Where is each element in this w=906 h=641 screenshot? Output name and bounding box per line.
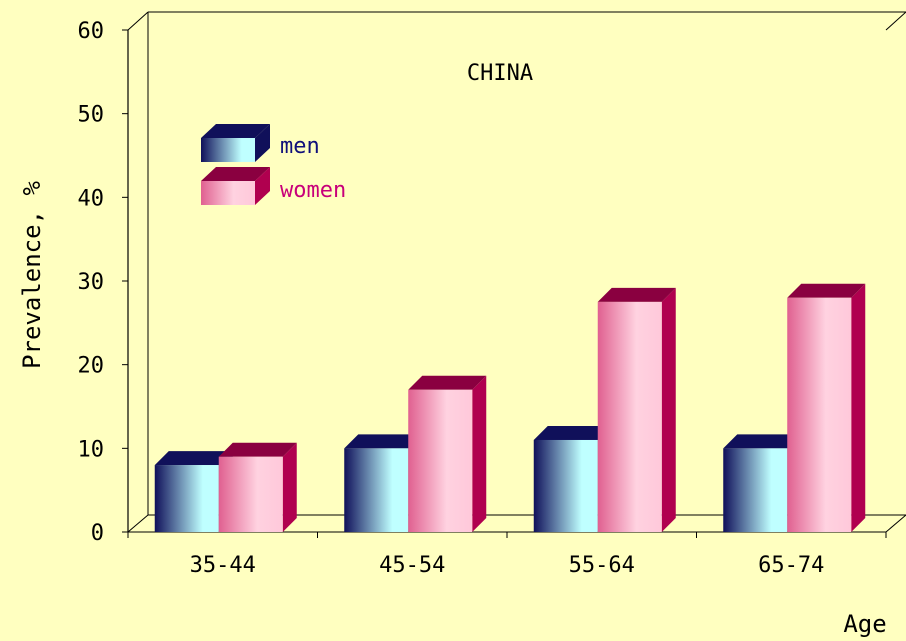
y-tick-label: 40	[78, 186, 105, 211]
x-axis-title: Age	[843, 610, 886, 638]
y-axis: 0 10 20 30 40 50 60	[78, 19, 128, 546]
x-tick-label: 55-64	[569, 553, 635, 578]
y-tick-label: 0	[91, 521, 104, 546]
y-tick-label: 50	[78, 103, 105, 128]
y-tick-label: 20	[78, 354, 105, 379]
bars	[154, 283, 866, 532]
x-tick-label: 35-44	[190, 553, 256, 578]
legend-label-men: men	[280, 134, 320, 159]
y-tick-label: 10	[78, 437, 105, 462]
chart-title: CHINA	[467, 61, 533, 86]
y-axis-title: Prevalence, %	[18, 181, 46, 369]
legend: men women	[201, 124, 346, 205]
x-axis: 35-44 45-54 55-64 65-74	[127, 532, 887, 578]
y-tick-label: 30	[78, 270, 105, 295]
x-tick-label: 45-54	[379, 553, 445, 578]
legend-swatch-men	[201, 124, 270, 162]
bar-women	[218, 442, 297, 532]
bar-women	[787, 283, 866, 532]
bar-women	[597, 287, 676, 532]
legend-label-women: women	[280, 178, 346, 203]
y-tick-label: 60	[78, 19, 105, 44]
legend-swatch-women	[201, 167, 270, 205]
x-tick-label: 65-74	[758, 553, 824, 578]
bar-women	[408, 375, 487, 532]
